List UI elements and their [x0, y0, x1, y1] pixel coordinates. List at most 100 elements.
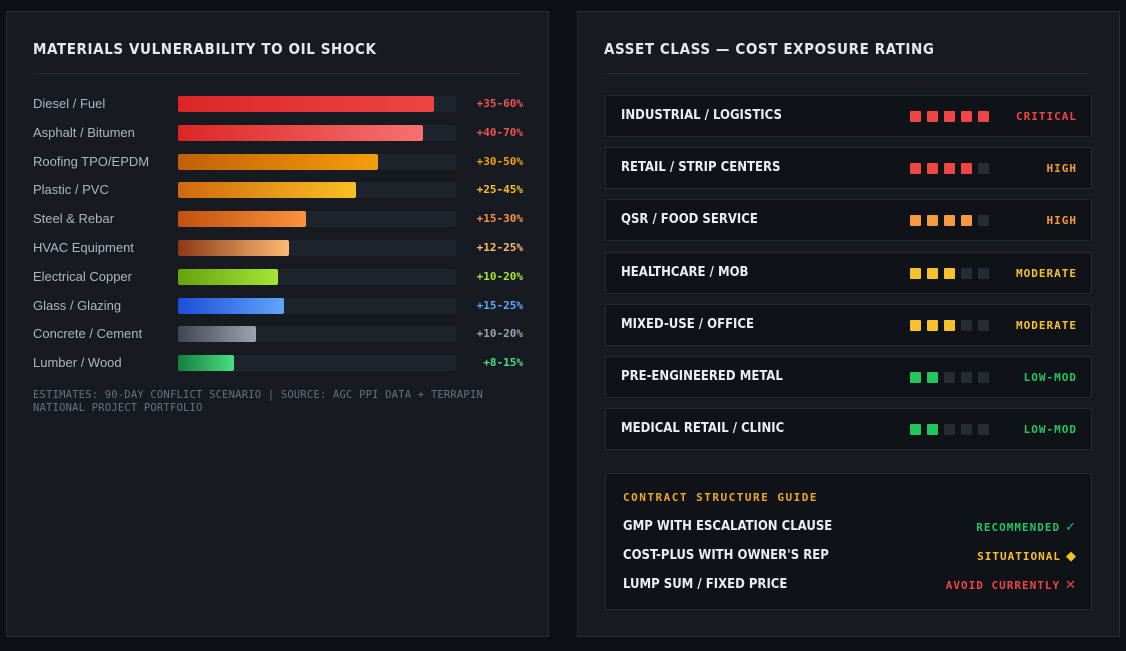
rating-pip-filled — [961, 111, 972, 122]
rating-pip-filled — [910, 267, 921, 279]
rating-pip-filled — [944, 215, 955, 227]
rating-pip-empty — [978, 267, 989, 279]
bar-category-label: Diesel / Fuel — [33, 96, 106, 111]
rating-pip-empty — [944, 372, 955, 383]
title-divider — [604, 73, 1091, 74]
contract-status-text: AVOID CURRENTLY — [945, 579, 1061, 592]
bar-category-label: Lumber / Wood — [33, 355, 122, 371]
rating-pip-filled — [944, 111, 955, 122]
rating-pip-filled — [910, 319, 921, 331]
contract-type-name: COST-PLUS WITH OWNER'S REP — [623, 548, 829, 563]
bar — [178, 326, 256, 343]
bar-track — [178, 240, 456, 256]
bar — [178, 124, 423, 141]
bar — [178, 153, 378, 170]
asset-class-panel-title: ASSET CLASS — COST EXPOSURE RATING — [604, 40, 935, 58]
exposure-rating-pips — [910, 319, 995, 331]
bar-track — [178, 268, 456, 285]
bar-row: HVAC Equipment +12-25% — [7, 238, 550, 258]
exposure-rating-label: MODERATE — [1016, 266, 1077, 280]
exposure-rating-pips — [910, 267, 995, 279]
rating-pip-filled — [961, 163, 972, 175]
guide-row: LUMP SUM / FIXED PRICE AVOID CURRENTLY ✕ — [606, 576, 1093, 594]
rating-pip-filled — [927, 372, 938, 383]
bar-category-label: Glass / Glazing — [33, 297, 122, 313]
bar-row: Steel & Rebar +15-30% — [7, 209, 550, 229]
bar — [178, 268, 278, 285]
bar-value-label: +15-30% — [476, 212, 523, 226]
asset-class-name: INDUSTRIAL / LOGISTICS — [621, 108, 782, 123]
bar-value-label: +25-45% — [476, 183, 523, 197]
bar-row: Electrical Copper +10-20% — [7, 267, 550, 287]
rating-pip-filled — [927, 111, 938, 122]
bar-row: Roofing TPO/EPDM +30-50% — [7, 152, 550, 172]
bar-track — [178, 124, 456, 141]
contract-structure-guide: CONTRACT STRUCTURE GUIDE GMP WITH ESCALA… — [605, 473, 1092, 610]
rating-pip-filled — [927, 319, 938, 331]
guide-title: CONTRACT STRUCTURE GUIDE — [623, 491, 818, 504]
materials-panel: MATERIALS VULNERABILITY TO OIL SHOCK Die… — [6, 11, 549, 637]
rating-pip-filled — [927, 424, 938, 436]
title-divider — [33, 73, 520, 74]
rating-pip-filled — [910, 424, 921, 436]
rating-pip-filled — [910, 372, 921, 383]
asset-class-name: QSR / FOOD SERVICE — [621, 212, 758, 228]
rating-pip-filled — [944, 319, 955, 331]
bar-track — [178, 355, 456, 372]
rating-pip-filled — [961, 215, 972, 227]
guide-row: GMP WITH ESCALATION CLAUSE RECOMMENDED ✓ — [606, 518, 1093, 536]
contract-status: RECOMMENDED ✓ — [976, 520, 1076, 535]
rating-pip-filled — [910, 215, 921, 227]
asset-class-card: QSR / FOOD SERVICE HIGH — [605, 199, 1092, 242]
rating-pip-empty — [978, 215, 989, 227]
rating-pip-empty — [944, 424, 955, 436]
exposure-rating-pips — [910, 215, 995, 227]
rating-pip-empty — [961, 424, 972, 436]
asset-class-card: RETAIL / STRIP CENTERS HIGH — [605, 147, 1092, 190]
bar-category-label: Electrical Copper — [33, 268, 132, 284]
exposure-rating-label: CRITICAL — [1016, 110, 1077, 123]
asset-class-panel: ASSET CLASS — COST EXPOSURE RATING INDUS… — [577, 11, 1120, 637]
contract-status-text: RECOMMENDED — [976, 521, 1061, 534]
exposure-rating-label: MODERATE — [1016, 318, 1077, 332]
asset-class-card: INDUSTRIAL / LOGISTICS CRITICAL — [605, 95, 1092, 137]
contract-status-text: SITUATIONAL — [977, 550, 1061, 563]
rating-pip-empty — [978, 163, 989, 175]
exposure-rating-label: HIGH — [1046, 162, 1077, 176]
rating-pip-filled — [978, 111, 989, 122]
contract-type-name: GMP WITH ESCALATION CLAUSE — [623, 519, 833, 534]
bar-track — [178, 153, 456, 170]
bar-track — [178, 297, 456, 314]
exposure-rating-label: LOW-MOD — [1023, 371, 1077, 384]
bar-value-label: +10-20% — [476, 327, 523, 341]
rating-pip-empty — [978, 424, 989, 436]
asset-class-name: RETAIL / STRIP CENTERS — [621, 160, 781, 176]
bar — [178, 96, 434, 112]
guide-row: COST-PLUS WITH OWNER'S REP SITUATIONAL ◆ — [606, 547, 1093, 565]
asset-class-name: MEDICAL RETAIL / CLINIC — [621, 421, 785, 437]
bar-value-label: +15-25% — [476, 298, 523, 312]
rating-pip-filled — [944, 163, 955, 175]
bar-category-label: Plastic / PVC — [33, 182, 109, 198]
rating-pip-empty — [978, 319, 989, 331]
contract-status: SITUATIONAL ◆ — [977, 549, 1076, 564]
diamond-icon: ◆ — [1066, 549, 1076, 564]
rating-pip-filled — [927, 267, 938, 279]
bar-row: Glass / Glazing +15-25% — [7, 296, 550, 316]
exposure-rating-pips — [910, 111, 995, 122]
rating-pip-empty — [961, 319, 972, 331]
rating-pip-filled — [910, 163, 921, 175]
bar-category-label: Roofing TPO/EPDM — [33, 153, 150, 169]
rating-pip-empty — [961, 267, 972, 279]
bar-row: Asphalt / Bitumen +40-70% — [7, 123, 550, 143]
materials-panel-title: MATERIALS VULNERABILITY TO OIL SHOCK — [33, 40, 377, 58]
exposure-rating-label: HIGH — [1046, 214, 1077, 228]
asset-class-card: MIXED-USE / OFFICE MODERATE — [605, 303, 1092, 346]
bar — [178, 182, 356, 199]
bar-track — [178, 96, 456, 112]
asset-class-card: HEALTHCARE / MOB MODERATE — [605, 251, 1092, 294]
bar — [178, 211, 306, 228]
rating-pip-filled — [927, 163, 938, 175]
bar-value-label: +12-25% — [476, 241, 523, 254]
exposure-rating-pips — [910, 163, 995, 175]
